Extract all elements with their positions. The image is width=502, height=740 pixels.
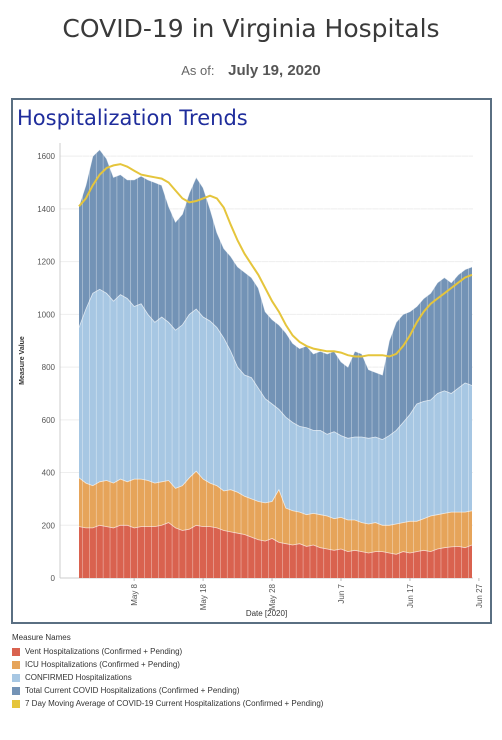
legend-label: CONFIRMED Hospitalizations [25,673,132,682]
x-tick-label: May 8 [130,583,139,605]
as-of-date: July 19, 2020 [228,62,321,79]
y-tick-label: 0 [51,574,56,583]
y-tick-label: 200 [42,521,56,530]
moving-average-line [78,163,473,358]
legend: Measure Names Vent Hospitalizations (Con… [12,633,492,710]
legend-item[interactable]: Total Current COVID Hospitalizations (Co… [12,684,492,697]
legend-swatch [12,647,20,656]
legend-item[interactable]: CONFIRMED Hospitalizations [12,671,492,684]
y-tick-label: 600 [42,416,56,425]
legend-label: 7 Day Moving Average of COVID-19 Current… [25,699,324,708]
legend-item[interactable]: ICU Hospitalizations (Confirmed + Pendin… [12,658,492,671]
legend-label: Total Current COVID Hospitalizations (Co… [25,686,240,695]
x-tick-label: Jun 7 [337,583,346,603]
y-tick-label: 1400 [37,205,55,214]
x-tick-label: May 18 [199,583,208,610]
legend-swatch [12,699,20,708]
legend-label: Vent Hospitalizations (Confirmed + Pendi… [25,647,183,656]
x-axis-title: Date [2020] [246,609,287,618]
legend-swatch [12,686,20,695]
y-tick-label: 400 [42,469,56,478]
x-tick-label: May 28 [268,583,277,610]
legend-item[interactable]: Vent Hospitalizations (Confirmed + Pendi… [12,645,492,658]
x-tick-label: Jun 17 [406,583,415,608]
legend-swatch [12,660,20,669]
y-tick-label: 1000 [37,310,55,319]
page-title: COVID-19 in Virginia Hospitals [62,14,440,43]
y-axis-title: Measure Value [19,336,26,385]
y-tick-label: 800 [42,363,56,372]
as-of-line: As of: July 19, 2020 [0,62,502,79]
as-of-label: As of: [181,63,215,78]
y-tick-label: 1600 [37,152,55,161]
panel-title: Hospitalization Trends [17,106,248,130]
y-tick-label: 1200 [37,258,55,267]
legend-label: ICU Hospitalizations (Confirmed + Pendin… [25,660,180,669]
x-tick-label: Jun 27 [475,583,484,608]
legend-item[interactable]: 7 Day Moving Average of COVID-19 Current… [12,697,492,710]
legend-title: Measure Names [12,633,71,642]
legend-swatch [12,673,20,682]
